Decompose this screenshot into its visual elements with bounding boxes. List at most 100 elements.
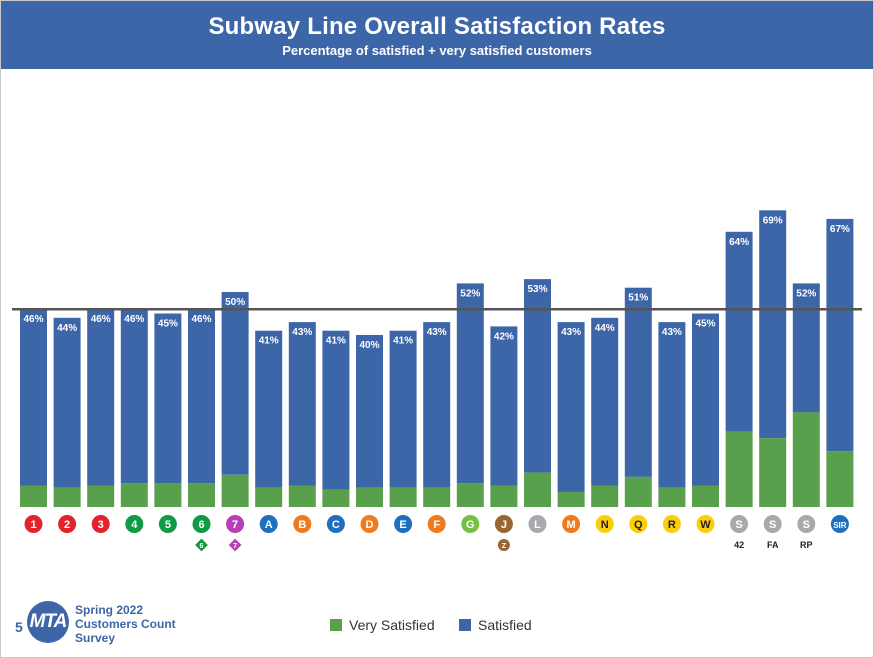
- line-bullet-icon: [24, 515, 43, 533]
- line-bullet-label: Q: [634, 519, 643, 531]
- line-bullet-icon: [662, 515, 681, 533]
- line-bullet-label: M: [567, 519, 576, 531]
- bar-very-satisfied: [826, 451, 854, 507]
- bar-very-satisfied: [624, 476, 652, 507]
- legend-swatch-satisfied: [459, 619, 471, 631]
- data-label: 44%: [595, 323, 615, 334]
- bar-satisfied: [255, 330, 283, 488]
- shuttle-sub-label: 42: [734, 540, 744, 550]
- bar-very-satisfied: [389, 487, 417, 507]
- express-bullet-label: Z: [502, 543, 507, 550]
- bar-very-satisfied: [658, 487, 686, 507]
- data-label: 43%: [561, 327, 581, 338]
- bar-satisfied: [87, 309, 115, 486]
- bar-satisfied: [120, 309, 148, 484]
- data-label: 46%: [191, 314, 211, 325]
- satisfaction-chart: 46% 1 44% 2 46% 3 46% 4 45% 5 46% 6 6 50% 7 7 41% A 43% B 41…: [12, 210, 862, 552]
- bar-very-satisfied: [456, 483, 484, 507]
- data-label: 43%: [292, 327, 312, 338]
- bar-very-satisfied: [221, 474, 249, 507]
- bar-satisfied: [221, 292, 249, 475]
- bar-very-satisfied: [154, 483, 182, 507]
- data-label: 50%: [225, 297, 245, 308]
- bar-satisfied: [692, 313, 719, 486]
- legend-very-satisfied: Very Satisfied: [330, 617, 435, 633]
- bar-very-satisfied: [591, 485, 619, 507]
- data-label: 52%: [796, 288, 816, 299]
- shuttle-sub-label: RP: [800, 540, 813, 550]
- bar-very-satisfied: [356, 487, 383, 507]
- line-bullet-icon: [830, 515, 849, 533]
- survey-line-1: Spring 2022: [75, 603, 144, 617]
- bar-satisfied: [356, 335, 383, 488]
- line-bullet-label: S: [769, 519, 776, 531]
- line-bullet-label: R: [668, 519, 676, 531]
- line-bullet-icon: [158, 515, 177, 533]
- data-label: 69%: [763, 215, 783, 226]
- data-label: 52%: [460, 288, 480, 299]
- bar-satisfied: [792, 283, 820, 413]
- legend-satisfied: Satisfied: [459, 617, 532, 633]
- data-label: 41%: [259, 336, 279, 347]
- page-number: 5: [15, 619, 23, 635]
- chart-title: Subway Line Overall Satisfaction Rates: [208, 13, 666, 40]
- data-label: 43%: [662, 327, 682, 338]
- data-label: 46%: [124, 314, 144, 325]
- line-bullet-icon: [125, 515, 144, 533]
- line-bullet-label: F: [433, 519, 440, 531]
- bar-satisfied: [826, 218, 854, 452]
- line-bullet-label: 1: [30, 519, 36, 531]
- express-bullet-label: 7: [233, 543, 237, 550]
- line-bullet-label: G: [466, 519, 475, 531]
- line-bullet-icon: [427, 515, 446, 533]
- line-bullet-label: 3: [98, 519, 104, 531]
- mta-logo: MTA: [27, 601, 69, 643]
- bar-very-satisfied: [322, 489, 350, 507]
- bar-very-satisfied: [53, 487, 81, 507]
- bar-very-satisfied: [557, 491, 585, 507]
- line-bullet-icon: [192, 515, 211, 533]
- data-label: 45%: [695, 319, 715, 330]
- line-bullet-icon: [326, 515, 345, 533]
- data-label: 64%: [729, 237, 749, 248]
- line-bullet-label: L: [534, 519, 541, 531]
- bar-very-satisfied: [759, 438, 787, 507]
- bar-very-satisfied: [524, 472, 551, 507]
- express-bullet-icon: [497, 539, 510, 551]
- bar-very-satisfied: [20, 485, 47, 507]
- data-label: 41%: [326, 336, 346, 347]
- chart-subtitle: Percentage of satisfied + very satisfied…: [282, 43, 592, 58]
- bar-satisfied: [456, 283, 484, 484]
- line-bullet-icon: [528, 515, 547, 533]
- header-banner: Subway Line Overall Satisfaction Rates P…: [1, 1, 873, 69]
- line-bullet-icon: [461, 515, 480, 533]
- line-bullet-icon: [562, 515, 581, 533]
- bar-satisfied: [389, 330, 417, 488]
- line-bullet-label: 7: [232, 519, 238, 531]
- bar-satisfied: [154, 313, 182, 484]
- line-bullet-icon: [494, 515, 513, 533]
- line-bullet-label: J: [501, 519, 507, 531]
- bar-satisfied: [591, 317, 619, 486]
- bar-satisfied: [188, 309, 215, 484]
- line-bullet-label: 4: [131, 519, 138, 531]
- line-bullet-label: 2: [64, 519, 70, 531]
- survey-line-2: Customers Count: [75, 617, 176, 631]
- line-bullet-label: D: [366, 519, 374, 531]
- data-label: 43%: [427, 327, 447, 338]
- bar-satisfied: [524, 279, 551, 473]
- bar-satisfied: [423, 322, 451, 488]
- line-bullet-label: B: [298, 519, 306, 531]
- data-label: 45%: [158, 319, 178, 330]
- express-bullet-label: 6: [200, 543, 204, 550]
- line-bullet-label: C: [332, 519, 340, 531]
- bar-very-satisfied: [288, 485, 316, 507]
- line-bullet-icon: [394, 515, 413, 533]
- line-bullet-label: SIR: [833, 521, 847, 530]
- bar-very-satisfied: [725, 431, 753, 507]
- bar-very-satisfied: [490, 485, 518, 507]
- bar-satisfied: [725, 231, 753, 432]
- line-bullet-icon: [730, 515, 749, 533]
- line-bullet-label: A: [265, 519, 273, 531]
- bar-very-satisfied: [120, 483, 148, 507]
